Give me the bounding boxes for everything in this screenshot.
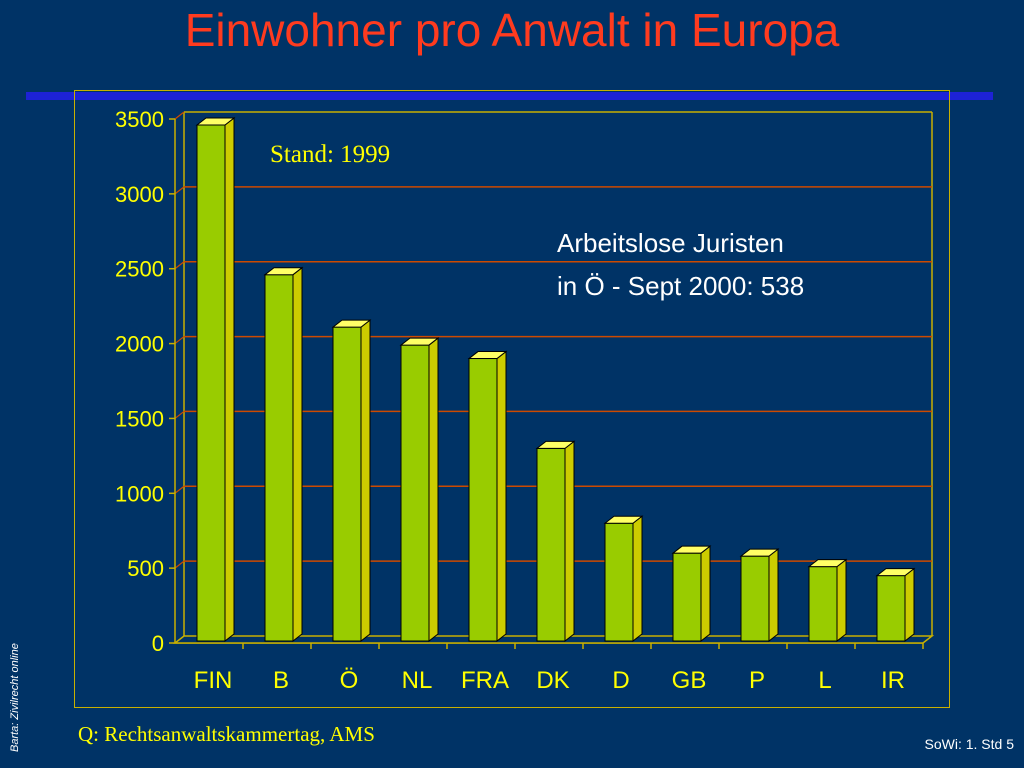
bar-DK (535, 440, 576, 643)
slide-title: Einwohner pro Anwalt in Europa (184, 4, 840, 56)
x-tick-label: GB (672, 667, 707, 694)
bar-front (468, 358, 498, 642)
bar-front (808, 566, 838, 642)
bar-side (224, 116, 235, 643)
x-tick-label: D (612, 667, 629, 694)
x-tick-label: IR (881, 667, 905, 694)
bar-side (292, 266, 303, 643)
bar-top (331, 319, 372, 328)
bar-B (263, 266, 304, 643)
bar-Ö (331, 319, 372, 643)
bar-GB (671, 545, 712, 643)
gridline-depth (174, 410, 185, 419)
x-tick-label: FRA (461, 667, 509, 694)
y-tick-label: 0 (152, 631, 164, 656)
x-tick-label: P (749, 667, 765, 694)
bar-top (603, 515, 644, 524)
gridline-depth (174, 560, 185, 569)
bar-P (739, 548, 780, 643)
bar-FIN (195, 116, 236, 643)
bar-side (632, 515, 643, 643)
bar-front (196, 124, 226, 642)
bar-front (400, 344, 430, 642)
unemployed-lawyers-note-line1: Arbeitslose Juristen (557, 228, 784, 258)
y-tick-label: 3500 (115, 107, 164, 132)
bar-NL (399, 337, 440, 643)
author-side-note: Barta: Zivilrecht online (9, 643, 21, 752)
bar-top (671, 545, 712, 554)
bar-front (332, 326, 362, 642)
gridline-depth (174, 111, 185, 120)
bar-IR (875, 567, 916, 643)
bar-side (428, 337, 439, 643)
gridline-depth (174, 186, 185, 195)
bar-L (807, 558, 848, 643)
unemployed-lawyers-note-line2: in Ö - Sept 2000: 538 (557, 271, 804, 301)
y-tick-label: 500 (127, 556, 164, 581)
stand-annotation: Stand: 1999 (270, 141, 390, 168)
y-tick-label: 2000 (115, 332, 164, 357)
y-tick-label: 2500 (115, 257, 164, 282)
chart-frame (74, 90, 950, 708)
bar-top (807, 559, 848, 568)
source-citation: Q: Rechtsanwaltskammertag, AMS (78, 722, 375, 746)
bar-top (399, 337, 440, 346)
bar-top (739, 548, 780, 557)
bar-top (467, 351, 508, 360)
bar-front (536, 447, 566, 642)
slide-number: SoWi: 1. Std 5 (924, 736, 1014, 752)
y-tick-label: 1000 (115, 481, 164, 506)
bar-side (700, 545, 711, 643)
bar-D (603, 515, 644, 643)
bar-side (768, 548, 779, 643)
bar-front (264, 274, 294, 642)
y-tick-label: 3000 (115, 182, 164, 207)
x-tick-label: B (273, 667, 289, 694)
bar-front (740, 555, 770, 642)
x-tick-label: L (818, 667, 831, 694)
bar-side (360, 319, 371, 643)
bar-side (564, 440, 575, 643)
bar-top (195, 117, 236, 126)
gridline-depth (174, 336, 185, 345)
x-tick-label: NL (402, 667, 433, 694)
bar-FRA (467, 350, 508, 643)
y-tick-label: 1500 (115, 406, 164, 431)
x-tick-label: DK (536, 667, 569, 694)
bar-top (875, 568, 916, 577)
bar-side (496, 350, 507, 643)
bar-top (263, 267, 304, 276)
title-rule (26, 92, 993, 100)
bar-front (876, 575, 906, 642)
bar-side (904, 567, 915, 643)
gridline-depth (174, 485, 185, 494)
bar-top (535, 440, 576, 449)
x-tick-label: FIN (194, 667, 233, 694)
gridline-depth (174, 261, 185, 270)
x-tick-label: Ö (340, 667, 359, 694)
bar-front (672, 552, 702, 642)
bar-side (836, 558, 847, 643)
bar-front (604, 522, 634, 642)
